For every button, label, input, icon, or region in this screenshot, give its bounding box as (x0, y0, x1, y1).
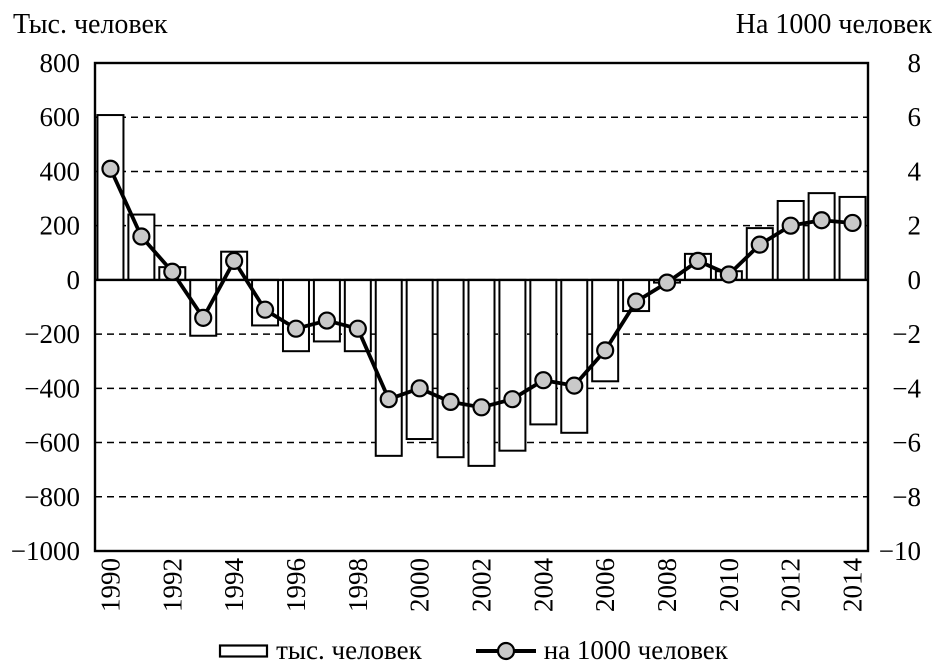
right-tick--8: −8 (892, 482, 921, 512)
line-marker-1992 (163, 262, 182, 281)
bar-2003 (498, 278, 527, 452)
right-tick-2: 2 (908, 211, 922, 241)
right-axis-title: На 1000 человек (735, 9, 932, 40)
x-tick-1990: 1990 (95, 558, 125, 612)
bar-swatch-icon (218, 643, 269, 658)
left-tick-0: 0 (67, 265, 81, 295)
x-tick-2014: 2014 (838, 558, 868, 613)
x-tick-1998: 1998 (343, 558, 373, 612)
bar-1999 (374, 278, 403, 457)
line-marker-2001 (441, 392, 460, 411)
line-marker-2014 (843, 213, 862, 233)
line-marker-2003 (503, 390, 522, 409)
chart-legend: тыс. человек на 1000 человек (0, 635, 946, 666)
bar-2006 (591, 278, 620, 383)
legend-item-thousands: тыс. человек (218, 635, 422, 666)
bar-2012 (776, 199, 805, 281)
left-tick-200: 200 (40, 211, 81, 241)
line-marker-1994 (225, 251, 244, 271)
right-tick--4: −4 (892, 373, 921, 403)
bar-1993 (189, 278, 218, 337)
line-marker-2007 (626, 292, 646, 311)
line-marker-2004 (534, 371, 553, 390)
left-tick--400: −400 (24, 373, 80, 403)
line-marker-2009 (688, 251, 708, 271)
line-marker-2005 (565, 376, 584, 395)
line-marker-1996 (286, 319, 306, 338)
x-tick-2008: 2008 (652, 558, 682, 612)
bar-2001 (436, 278, 465, 459)
line-marker-2012 (781, 216, 800, 235)
line-marker-2008 (657, 273, 677, 292)
left-tick--600: −600 (24, 428, 80, 458)
left-tick-600: 600 (40, 102, 81, 132)
line-marker-1995 (255, 300, 275, 319)
x-tick-1994: 1994 (219, 558, 249, 613)
right-tick--2: −2 (892, 319, 921, 349)
right-tick--6: −6 (892, 428, 921, 458)
bar-1998 (343, 278, 372, 353)
left-tick--200: −200 (24, 319, 80, 349)
legend-label-thousands: тыс. человек (276, 635, 422, 665)
line-marker-1990 (101, 159, 120, 178)
line-marker-1997 (317, 311, 336, 330)
bar-1990 (96, 114, 125, 281)
left-tick-400: 400 (40, 156, 81, 186)
line-marker-2000 (410, 379, 429, 398)
x-tick-2002: 2002 (467, 558, 497, 612)
left-axis-title: Тыс. человек (13, 9, 168, 40)
x-tick-2010: 2010 (714, 558, 744, 612)
legend-item-per1000: на 1000 человек (474, 635, 728, 666)
bar-2005 (560, 278, 589, 434)
legend-label-per1000: на 1000 человек (543, 635, 728, 665)
line-marker-2002 (472, 398, 491, 417)
right-tick-4: 4 (908, 156, 922, 186)
left-tick-800: 800 (40, 48, 81, 78)
bar-1997 (312, 278, 341, 343)
line-marker-1991 (132, 227, 151, 246)
plot-frame (93, 61, 870, 553)
bar-2002 (467, 278, 496, 467)
line-marker-1993 (194, 308, 213, 327)
bar-2004 (529, 278, 558, 426)
x-tick-2000: 2000 (405, 558, 435, 612)
line-marker-2006 (596, 341, 615, 360)
x-tick-1996: 1996 (281, 558, 311, 612)
line-marker-1999 (379, 390, 398, 409)
left-tick--1000: −1000 (11, 536, 80, 566)
right-tick-6: 6 (908, 102, 922, 132)
line-marker-2010 (719, 265, 738, 284)
right-tick-8: 8 (908, 48, 922, 78)
right-tick--10: −10 (879, 536, 921, 566)
x-tick-2006: 2006 (590, 558, 620, 612)
right-tick-0: 0 (908, 265, 922, 295)
line-circle-swatch-icon (475, 641, 536, 660)
bar-2014 (838, 195, 867, 281)
line-marker-2011 (750, 235, 769, 254)
line-marker-2013 (812, 211, 831, 230)
left-tick--800: −800 (24, 482, 80, 512)
line-marker-1998 (348, 319, 367, 338)
bar-1996 (281, 278, 310, 353)
x-tick-2012: 2012 (776, 558, 806, 612)
x-tick-1992: 1992 (157, 558, 187, 612)
bar-2000 (405, 278, 434, 441)
x-tick-2004: 2004 (528, 558, 558, 613)
bar-2013 (807, 192, 836, 281)
